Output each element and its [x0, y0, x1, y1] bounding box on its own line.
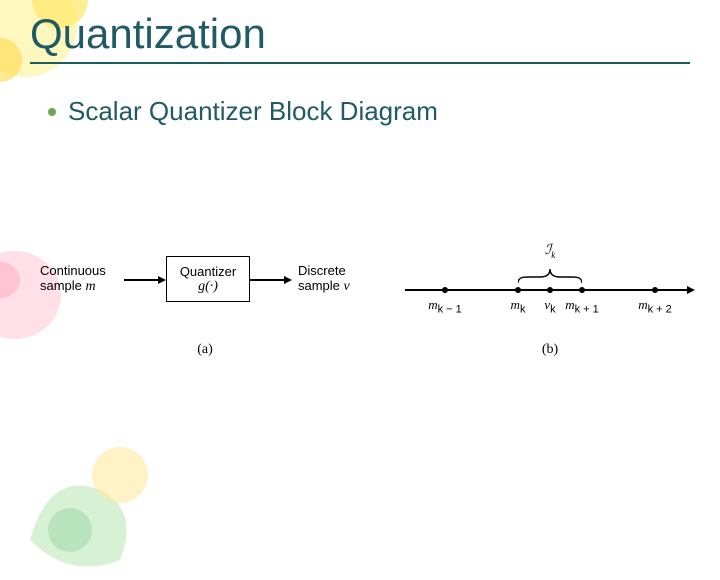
axis-label: vk: [544, 297, 555, 316]
arrow-in-head: [158, 276, 166, 284]
arrow-out: [250, 279, 284, 281]
number-line-dot: [547, 287, 553, 293]
number-line-dot: [579, 287, 585, 293]
box-line2: g(·): [198, 279, 218, 295]
axis-label: mk − 1: [428, 297, 462, 316]
bullet-row: Scalar Quantizer Block Diagram: [48, 96, 438, 127]
figure-b: ℐk mk − 1 mkvk mk + 1 mk + 2 (b): [400, 206, 700, 386]
input-label-line2: sample: [40, 278, 82, 293]
decor-bottom-left: [10, 430, 160, 580]
figure-area: Continuous sample m Quantizer g(·) Discr…: [40, 206, 700, 386]
input-label: Continuous sample m: [40, 264, 106, 295]
input-label-line1: Continuous: [40, 263, 106, 278]
axis-label: mk + 2: [638, 297, 672, 316]
numline-arrow-head: [687, 286, 695, 294]
number-line-dot: [652, 287, 658, 293]
title-block: Quantization: [30, 10, 690, 64]
page-title: Quantization: [30, 10, 690, 62]
output-label-line1: Discrete: [298, 263, 346, 278]
box-line1: Quantizer: [180, 264, 236, 279]
figure-a: Continuous sample m Quantizer g(·) Discr…: [40, 206, 370, 386]
number-line-dot: [515, 287, 521, 293]
input-symbol: m: [86, 279, 96, 294]
caption-b: (b): [542, 342, 558, 358]
number-line-dot: [442, 287, 448, 293]
output-symbol: v: [344, 279, 350, 294]
arrow-out-head: [284, 276, 292, 284]
output-label-line2: sample: [298, 278, 340, 293]
caption-a: (a): [197, 342, 213, 358]
quantizer-box: Quantizer g(·): [166, 256, 250, 302]
bullet-text: Scalar Quantizer Block Diagram: [68, 96, 438, 127]
bullet-dot: [48, 108, 56, 116]
brace-icon: [518, 267, 582, 285]
title-underline: [30, 62, 690, 64]
output-label: Discrete sample v: [298, 264, 350, 295]
axis-label: mk: [511, 297, 526, 316]
brace-label: ℐk: [545, 242, 556, 260]
arrow-in: [124, 279, 158, 281]
axis-label: mk + 1: [565, 297, 599, 316]
